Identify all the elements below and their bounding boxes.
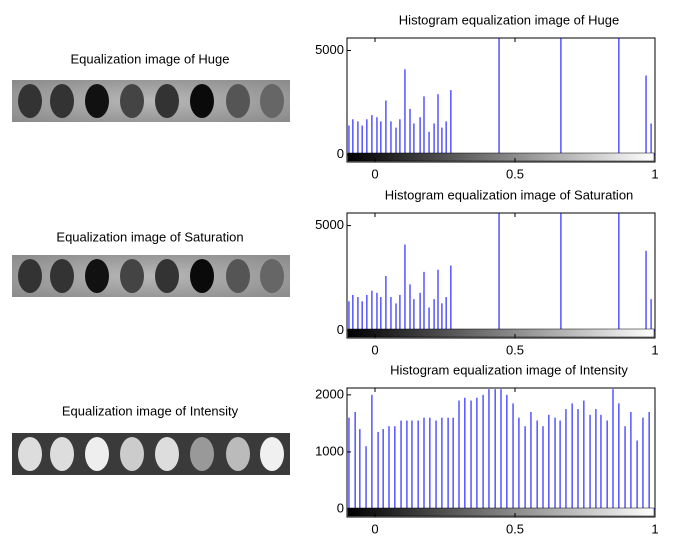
- grains: [18, 437, 284, 471]
- colorbar: [347, 507, 655, 517]
- y-tick-label: 5000: [315, 217, 344, 232]
- chart-title: Histogram equalization image of Intensit…: [390, 362, 628, 377]
- y-tick-label: 0: [337, 500, 344, 515]
- y-tick-label: 1000: [315, 443, 344, 458]
- image-title: Equalization image of Saturation: [56, 229, 243, 244]
- y-tick-label: 2000: [315, 386, 344, 401]
- image-panel: Equalization image of Saturation: [12, 229, 290, 297]
- y-tick-label: 0: [337, 146, 344, 161]
- x-tick-label: 0.5: [506, 166, 524, 181]
- x-tick-label: 0.5: [506, 342, 524, 357]
- chart-title: Histogram equalization image of Saturati…: [385, 187, 634, 202]
- chart-title: Histogram equalization image of Huge: [399, 12, 619, 27]
- image-panel: Equalization image of Huge: [12, 51, 290, 122]
- plot-frame: [346, 212, 656, 339]
- grains: [18, 259, 284, 293]
- colorbar: [347, 152, 655, 162]
- image-panel: Equalization image of Intensity: [12, 403, 290, 475]
- image-title: Equalization image of Intensity: [62, 403, 239, 418]
- plot-frame: [346, 37, 656, 163]
- x-tick-label: 1: [651, 166, 658, 181]
- grains: [18, 84, 284, 118]
- colorbar: [347, 328, 655, 338]
- y-tick-label: 5000: [315, 42, 344, 57]
- x-tick-label: 1: [651, 521, 658, 536]
- y-tick-label: 0: [337, 322, 344, 337]
- image-title: Equalization image of Huge: [71, 51, 230, 66]
- x-tick-label: 0: [371, 521, 378, 536]
- x-tick-label: 1: [651, 342, 658, 357]
- x-tick-label: 0.5: [506, 521, 524, 536]
- x-tick-label: 0: [371, 342, 378, 357]
- x-tick-label: 0: [371, 166, 378, 181]
